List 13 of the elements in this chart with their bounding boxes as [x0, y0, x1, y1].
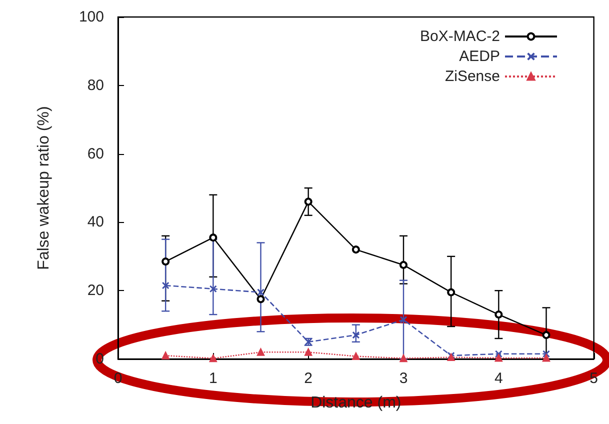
legend-label: ZiSense	[444, 68, 500, 85]
y-tick-label: 80	[87, 76, 104, 94]
x-tick-label: 4	[494, 370, 503, 387]
y-axis-title: False wakeup ratio (%)	[36, 106, 52, 270]
x-tick-label: 2	[304, 370, 313, 387]
x-tick-label: 3	[399, 370, 408, 387]
y-tick-label: 100	[78, 8, 104, 26]
legend-label: BoX-MAC-2	[420, 28, 500, 45]
y-tick-label: 40	[87, 214, 104, 231]
legend-label: AEDP	[459, 48, 500, 65]
y-tick-label: 60	[87, 145, 104, 162]
y-tick-label: 20	[87, 282, 104, 300]
x-tick-label: 1	[208, 370, 218, 387]
